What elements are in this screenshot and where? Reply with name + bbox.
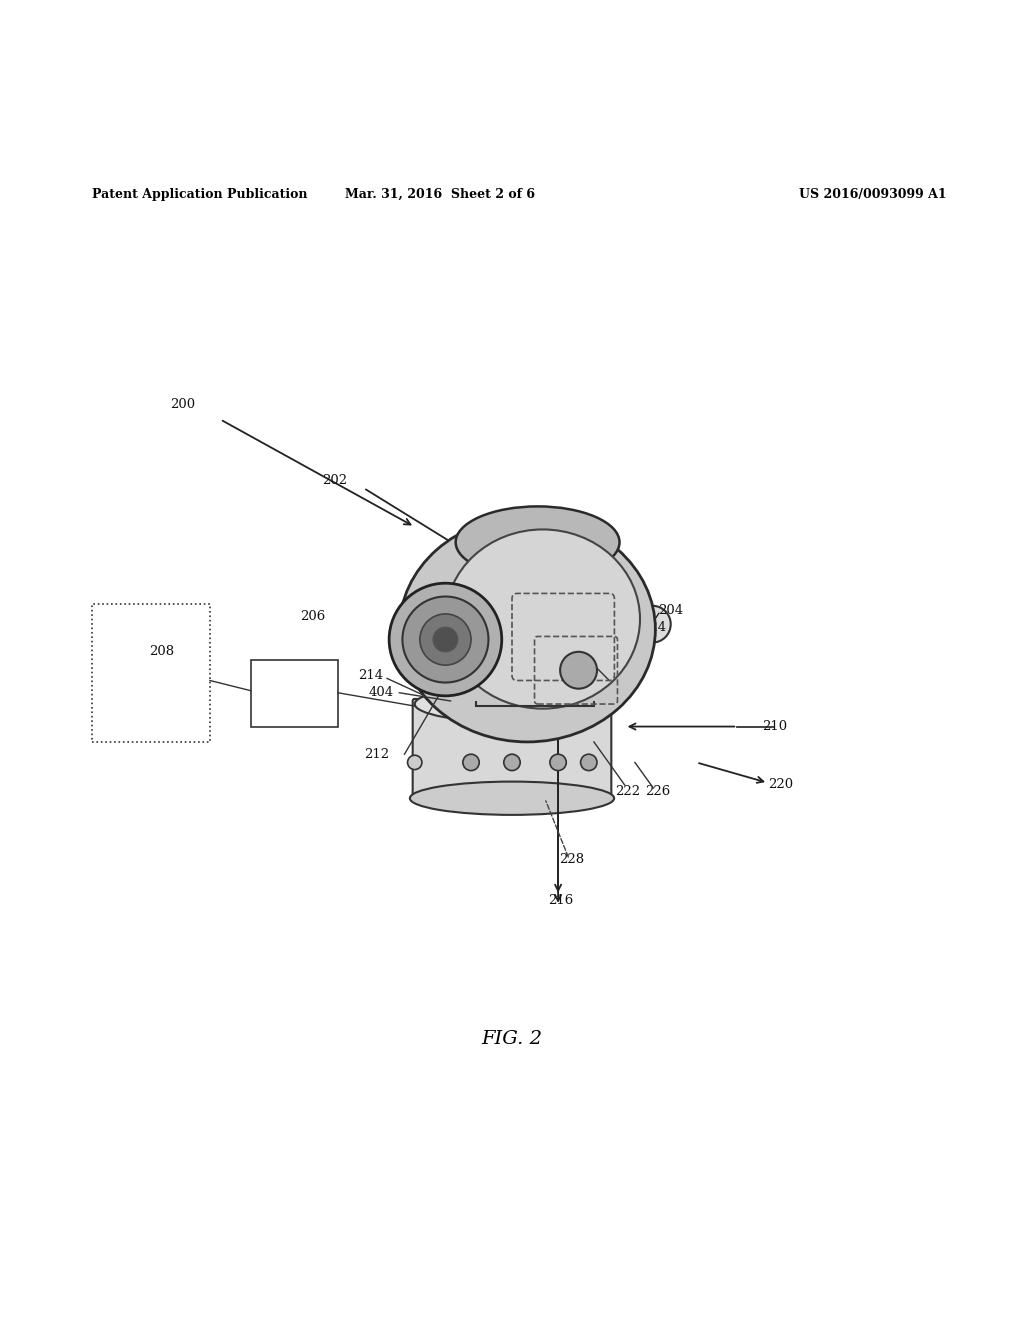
Text: 228: 228 [559, 853, 584, 866]
Text: 214: 214 [358, 669, 383, 682]
Ellipse shape [456, 507, 620, 578]
Text: 220: 220 [768, 779, 793, 792]
Text: 216: 216 [549, 894, 573, 907]
Circle shape [504, 754, 520, 771]
Text: 206: 206 [300, 610, 325, 623]
Text: US 2016/0093099 A1: US 2016/0093099 A1 [799, 187, 946, 201]
Text: 202: 202 [323, 474, 347, 487]
Circle shape [420, 614, 471, 665]
Circle shape [389, 583, 502, 696]
Text: 222: 222 [615, 784, 640, 797]
Circle shape [463, 754, 479, 771]
Circle shape [560, 652, 597, 689]
Text: 210: 210 [763, 721, 787, 733]
Ellipse shape [415, 685, 609, 722]
Text: 218: 218 [599, 676, 624, 689]
Text: 224: 224 [641, 620, 666, 634]
Text: 404: 404 [369, 686, 393, 700]
Ellipse shape [399, 516, 655, 742]
Circle shape [408, 755, 422, 770]
Circle shape [581, 754, 597, 771]
Ellipse shape [410, 781, 614, 814]
Text: 212: 212 [365, 747, 389, 760]
Circle shape [433, 627, 458, 652]
Ellipse shape [445, 529, 640, 709]
Text: FIG. 2: FIG. 2 [481, 1030, 543, 1048]
Text: 204: 204 [658, 605, 683, 618]
Text: 226: 226 [645, 784, 670, 797]
Text: 200: 200 [170, 397, 195, 411]
Text: 208: 208 [150, 645, 174, 659]
Circle shape [634, 606, 671, 643]
Text: Patent Application Publication: Patent Application Publication [92, 187, 307, 201]
Circle shape [402, 597, 488, 682]
Circle shape [550, 754, 566, 771]
Text: Mar. 31, 2016  Sheet 2 of 6: Mar. 31, 2016 Sheet 2 of 6 [345, 187, 536, 201]
FancyBboxPatch shape [413, 698, 611, 800]
